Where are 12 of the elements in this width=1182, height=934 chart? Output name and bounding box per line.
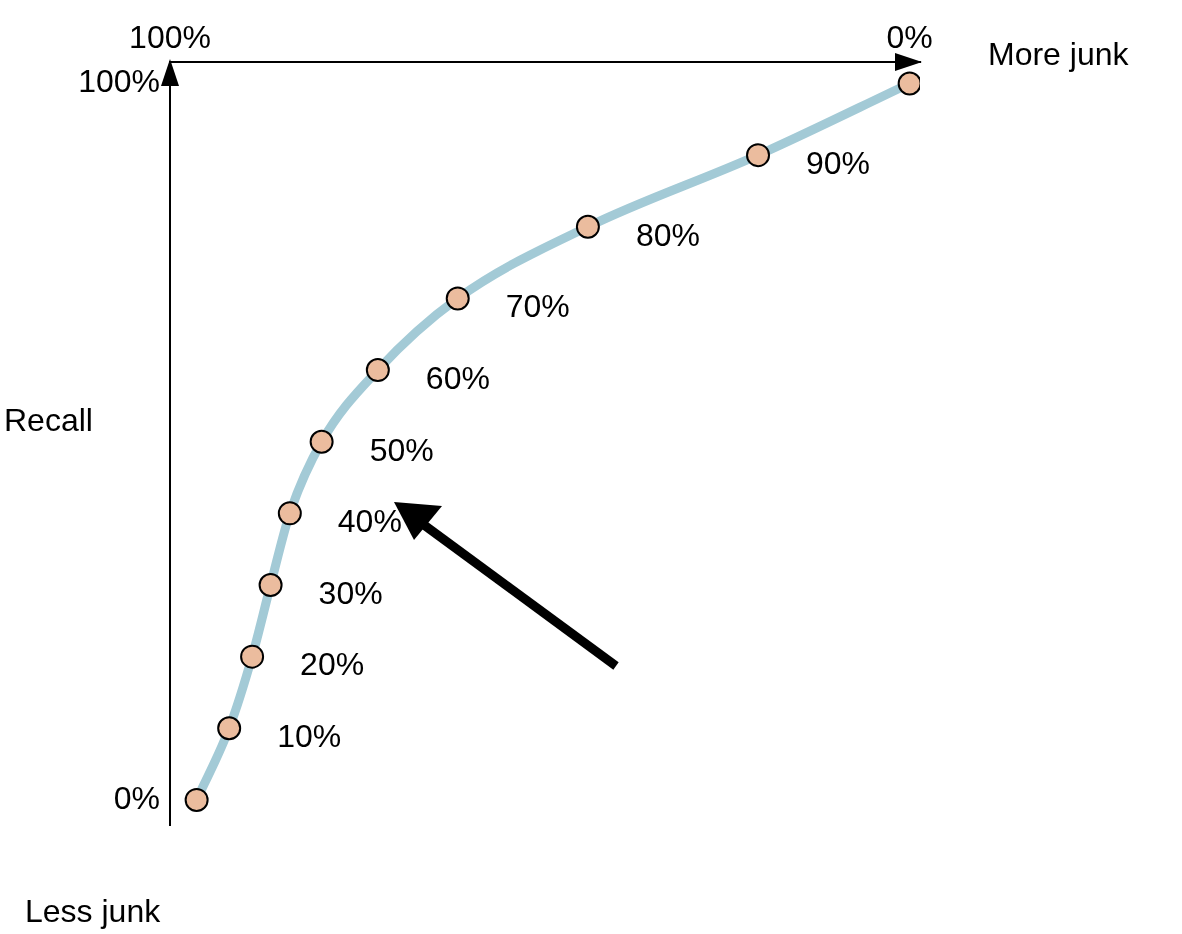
data-label: 70% — [505, 288, 570, 325]
text: Less junk — [25, 893, 161, 930]
data-label: 40% — [337, 503, 402, 540]
text: More junk — [988, 36, 1129, 73]
data-label: 50% — [369, 431, 434, 468]
y-axis-title: Recall — [4, 402, 93, 439]
data-label: 10% — [277, 718, 342, 755]
data-label: 30% — [318, 574, 383, 611]
data-label: 80% — [635, 216, 700, 253]
data-label: 60% — [425, 359, 490, 396]
data-label: 20% — [300, 646, 365, 683]
data-label: 90% — [806, 144, 871, 181]
